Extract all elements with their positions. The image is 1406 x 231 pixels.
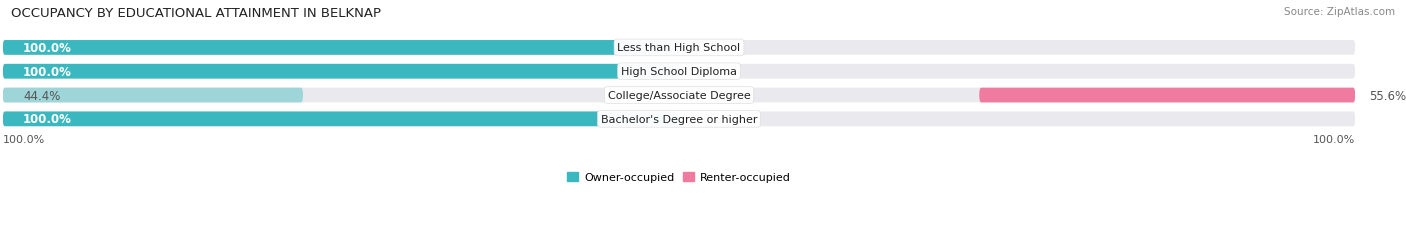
Legend: Owner-occupied, Renter-occupied: Owner-occupied, Renter-occupied	[562, 168, 796, 187]
Text: Source: ZipAtlas.com: Source: ZipAtlas.com	[1284, 7, 1395, 17]
FancyBboxPatch shape	[3, 88, 304, 103]
FancyBboxPatch shape	[3, 41, 679, 56]
Text: OCCUPANCY BY EDUCATIONAL ATTAINMENT IN BELKNAP: OCCUPANCY BY EDUCATIONAL ATTAINMENT IN B…	[11, 7, 381, 20]
Text: 100.0%: 100.0%	[1313, 134, 1355, 144]
Text: 55.6%: 55.6%	[1368, 89, 1406, 102]
Text: 0.0%: 0.0%	[693, 65, 723, 78]
FancyBboxPatch shape	[3, 88, 1355, 103]
Text: 44.4%: 44.4%	[22, 89, 60, 102]
Text: Less than High School: Less than High School	[617, 43, 741, 53]
Text: Bachelor's Degree or higher: Bachelor's Degree or higher	[600, 114, 758, 124]
FancyBboxPatch shape	[979, 88, 1355, 103]
Text: 100.0%: 100.0%	[3, 134, 45, 144]
Text: 100.0%: 100.0%	[22, 42, 72, 55]
Text: 100.0%: 100.0%	[22, 113, 72, 126]
Text: 100.0%: 100.0%	[22, 65, 72, 78]
FancyBboxPatch shape	[3, 41, 1355, 56]
Text: College/Associate Degree: College/Associate Degree	[607, 91, 751, 101]
Text: 0.0%: 0.0%	[693, 113, 723, 126]
FancyBboxPatch shape	[3, 65, 679, 79]
FancyBboxPatch shape	[3, 112, 679, 127]
Text: 0.0%: 0.0%	[693, 42, 723, 55]
Text: High School Diploma: High School Diploma	[621, 67, 737, 77]
FancyBboxPatch shape	[3, 65, 1355, 79]
FancyBboxPatch shape	[3, 112, 1355, 127]
